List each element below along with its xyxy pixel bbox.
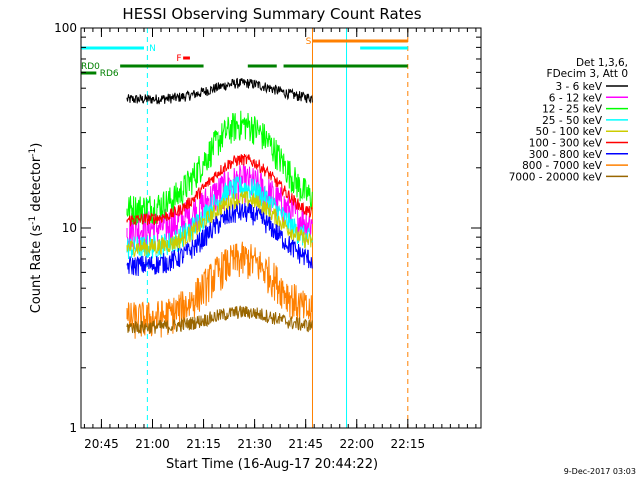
y-tick-label-1: 10	[62, 221, 77, 235]
flag-label-rd6: RD6	[100, 69, 119, 79]
legend-label-7: 800 - 7000 keV	[522, 160, 603, 172]
x-tick-label-6: 22:15	[391, 437, 426, 451]
series-line-1	[126, 163, 313, 249]
series-line-6	[126, 202, 313, 277]
flag-label-rd0: RD0	[81, 62, 100, 72]
legend-label-4: 50 - 100 keV	[535, 126, 602, 138]
y-tick-label-0: 1	[69, 421, 77, 435]
legend-label-5: 100 - 300 keV	[529, 138, 603, 150]
legend-header-0: Det 1,3,6,	[576, 57, 628, 69]
series-line-3	[126, 175, 313, 260]
x-tick-label-4: 21:45	[288, 437, 323, 451]
y-axis-label-sup: -1	[28, 216, 38, 225]
series-line-7	[126, 241, 313, 339]
flag-label-n: N	[149, 44, 156, 54]
chart-title: HESSI Observing Summary Count Rates	[122, 5, 421, 23]
y-tick-label-2: 100	[54, 21, 77, 35]
legend-label-0: 3 - 6 keV	[555, 81, 602, 93]
y-axis-label-sup-2: -1	[28, 148, 38, 157]
generation-timestamp: 9-Dec-2017 03:03	[564, 467, 636, 476]
legend-label-2: 12 - 25 keV	[542, 104, 603, 116]
x-axis-label: Start Time (16-Aug-17 20:44:22)	[166, 457, 378, 472]
series-line-5	[126, 153, 313, 228]
series-line-2	[126, 110, 313, 226]
axes: 1 10 100 20:45 21:00 21:15 21:30 21:45 22:00 22:1…	[54, 21, 481, 451]
flag-label-f: F	[176, 54, 181, 64]
legend-label-1: 6 - 12 keV	[549, 92, 603, 104]
x-tick-label-0: 20:45	[84, 437, 119, 451]
legend-label-8: 7000 - 20000 keV	[509, 171, 603, 183]
series-line-4	[126, 191, 313, 258]
x-tick-label-5: 22:00	[339, 437, 374, 451]
x-tick-label-2: 21:15	[186, 437, 221, 451]
series-line-8	[126, 305, 313, 334]
y-axis-label-end: )	[29, 143, 44, 148]
x-tick-label-3: 21:30	[237, 437, 272, 451]
legend-label-3: 25 - 50 keV	[542, 115, 603, 127]
y-axis-label-main: Count Rate (s	[29, 225, 44, 314]
x-tick-label-1: 21:00	[135, 437, 170, 451]
legend-header-1: FDecim 3, Att 0	[547, 68, 628, 80]
y-axis-label: Count Rate (s-1 detector-1)	[28, 143, 44, 314]
legend-label-6: 300 - 800 keV	[529, 149, 603, 161]
flag-label-s: S	[306, 37, 312, 47]
series-line-0	[126, 77, 313, 105]
y-axis-label-tail: detector	[29, 156, 44, 216]
